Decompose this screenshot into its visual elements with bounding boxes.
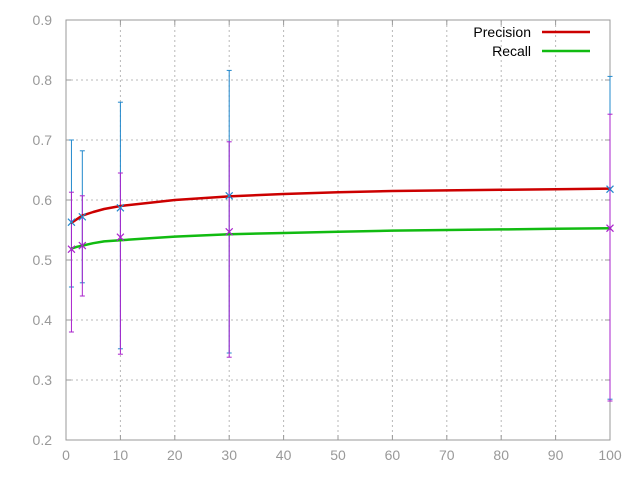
x-tick-label: 30: [221, 447, 237, 463]
recall-error-bar: [117, 172, 123, 355]
precision-point-mark-b: [225, 191, 234, 200]
x-tick-label: 50: [330, 447, 346, 463]
recall-error-bar: [226, 141, 232, 358]
precision-point: [67, 218, 76, 227]
precision-point-mark-b: [116, 203, 125, 212]
recall-point: [78, 241, 87, 250]
recall-point-mark-b: [78, 241, 87, 250]
y-tick-label: 0.9: [33, 12, 53, 28]
recall-point-mark-b: [606, 224, 614, 233]
x-tick-label: 10: [113, 447, 129, 463]
axes: 0 10 20 30 40 50 60 70 80 90 100 0.2 0.3 0.4 0.5 0.6 0.7…: [33, 12, 622, 463]
legend: Precision Recall: [473, 24, 590, 59]
legend-label-precision: Precision: [473, 24, 531, 40]
x-tick-label: 70: [439, 447, 455, 463]
recall-point-mark-b: [225, 227, 234, 236]
recall-error-bar: [607, 113, 613, 402]
precision-point: [606, 185, 614, 194]
series: [67, 69, 614, 402]
x-tick-label: 100: [598, 447, 622, 463]
x-tick-label: 80: [493, 447, 509, 463]
y-tick-label: 0.7: [33, 132, 53, 148]
recall-point-mark-b: [67, 245, 76, 254]
recall-point: [606, 224, 614, 233]
precision-line: [70, 187, 612, 225]
y-tick-label: 0.2: [33, 432, 53, 448]
y-tick-label: 0.5: [33, 252, 53, 268]
precision-point: [116, 203, 125, 212]
x-tick-label: 20: [167, 447, 183, 463]
x-tick-label: 90: [548, 447, 564, 463]
x-tick-label: 0: [62, 447, 70, 463]
recall-error-bar: [68, 191, 74, 333]
y-tick-label: 0.6: [33, 192, 53, 208]
recall-point: [225, 227, 234, 236]
recall-point-mark-b: [116, 233, 125, 242]
precision-point: [225, 191, 234, 200]
legend-label-recall: Recall: [492, 43, 531, 59]
x-tick-label: 40: [276, 447, 292, 463]
precision-point-mark-b: [606, 185, 614, 194]
recall-line: [70, 226, 612, 250]
recall-point: [67, 245, 76, 254]
precision-point: [78, 212, 87, 221]
y-tick-label: 0.4: [33, 312, 53, 328]
precision-point-mark-b: [67, 218, 76, 227]
x-tick-label: 60: [385, 447, 401, 463]
recall-point: [116, 233, 125, 242]
y-tick-label: 0.3: [33, 372, 53, 388]
precision-point-mark-b: [78, 212, 87, 221]
y-tick-label: 0.8: [33, 72, 53, 88]
